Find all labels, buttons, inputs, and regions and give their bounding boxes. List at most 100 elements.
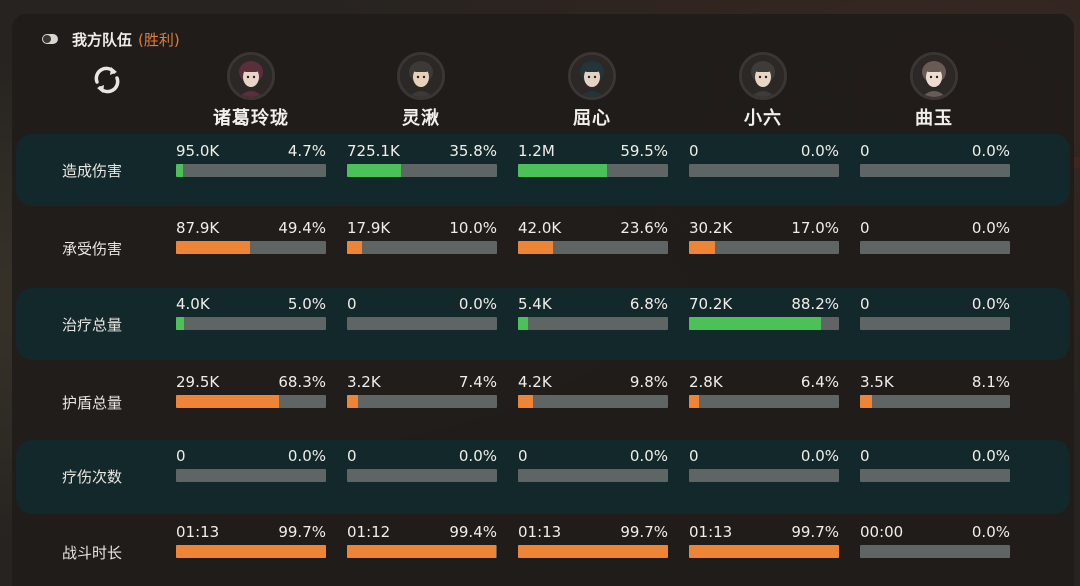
- stat-cell: 0 0.0%: [860, 295, 1010, 339]
- stat-value: 0: [347, 295, 357, 313]
- hero-card[interactable]: 小六: [703, 52, 823, 129]
- hero-avatar[interactable]: [568, 52, 616, 100]
- stat-cell: 95.0K 4.7%: [176, 142, 326, 186]
- hero-card[interactable]: 曲玉: [874, 52, 994, 129]
- stat-bar: [176, 469, 326, 482]
- stat-value: 17.9K: [347, 219, 391, 237]
- hero-portrait-icon: [571, 55, 613, 97]
- hero-avatar[interactable]: [910, 52, 958, 100]
- stat-value: 4.0K: [176, 295, 210, 313]
- hero-name: 小六: [744, 108, 782, 129]
- stat-value: 0: [689, 447, 699, 465]
- stat-bar: [689, 241, 839, 254]
- stat-value: 87.9K: [176, 219, 220, 237]
- refresh-icon: [94, 66, 120, 94]
- stat-value: 5.4K: [518, 295, 552, 313]
- stat-bar: [518, 241, 668, 254]
- stat-bar-fill: [347, 164, 401, 177]
- stat-bar: [347, 395, 497, 408]
- stat-cell: 01:12 99.4%: [347, 523, 497, 567]
- stat-value: 0: [176, 447, 186, 465]
- stat-bar-fill: [518, 164, 608, 177]
- stat-bar-fill: [176, 545, 326, 558]
- stat-percent: 7.4%: [458, 373, 497, 391]
- stat-percent: 17.0%: [791, 219, 839, 237]
- stat-bar: [347, 317, 497, 330]
- hero-card[interactable]: 诸葛玲珑: [191, 52, 311, 129]
- stat-cell: 0 0.0%: [347, 447, 497, 491]
- stat-value: 01:13: [176, 523, 220, 541]
- stat-value: 0: [860, 447, 870, 465]
- stat-percent: 99.7%: [620, 523, 668, 541]
- stat-percent: 0.0%: [458, 447, 497, 465]
- stat-percent: 8.1%: [971, 373, 1010, 391]
- stat-label: 治疗总量: [62, 316, 123, 334]
- hero-name: 诸葛玲珑: [213, 108, 289, 129]
- stat-percent: 0.0%: [971, 295, 1010, 313]
- stat-bar: [689, 164, 839, 177]
- stat-bar: [860, 545, 1010, 558]
- stat-value: 30.2K: [689, 219, 733, 237]
- stat-bar: [347, 241, 497, 254]
- stat-value: 1.2M: [518, 142, 555, 160]
- stat-bar: [347, 164, 497, 177]
- stat-value: 42.0K: [518, 219, 562, 237]
- stat-value: 2.8K: [689, 373, 723, 391]
- stat-cell: 17.9K 10.0%: [347, 219, 497, 263]
- stat-cell: 4.2K 9.8%: [518, 373, 668, 417]
- stat-percent: 68.3%: [278, 373, 326, 391]
- stat-bar-fill: [176, 241, 251, 254]
- stat-bar: [518, 164, 668, 177]
- stat-percent: 0.0%: [800, 447, 839, 465]
- stat-cell: 01:13 99.7%: [689, 523, 839, 567]
- stat-cell: 0 0.0%: [518, 447, 668, 491]
- stat-row: 治疗总量 4.0K 5.0% 0 0.0% 5.4K 6.8% 70.2K 88.2% 0 0.0%: [16, 288, 1070, 360]
- stat-cell: 70.2K 88.2%: [689, 295, 839, 339]
- stat-bar: [347, 469, 497, 482]
- stat-value: 01:13: [518, 523, 562, 541]
- stat-value: 01:12: [347, 523, 391, 541]
- stat-cell: 0 0.0%: [347, 295, 497, 339]
- hero-avatar[interactable]: [397, 52, 445, 100]
- stat-label: 承受伤害: [62, 240, 123, 258]
- refresh-button[interactable]: [88, 62, 126, 98]
- stat-percent: 0.0%: [971, 219, 1010, 237]
- stat-value: 0: [860, 142, 870, 160]
- hero-card[interactable]: 灵湫: [361, 52, 481, 129]
- stat-cell: 01:13 99.7%: [176, 523, 326, 567]
- stat-bar: [860, 164, 1010, 177]
- stat-cell: 42.0K 23.6%: [518, 219, 668, 263]
- hero-avatar[interactable]: [739, 52, 787, 100]
- stat-bar: [176, 395, 326, 408]
- stat-row: 疗伤次数 0 0.0% 0 0.0% 0 0.0% 0 0.0% 0 0.0%: [16, 440, 1070, 514]
- stat-bar-fill: [347, 545, 497, 558]
- stat-cell: 30.2K 17.0%: [689, 219, 839, 263]
- stat-label: 疗伤次数: [62, 468, 123, 486]
- hero-card[interactable]: 屈心: [532, 52, 652, 129]
- stat-cell: 0 0.0%: [860, 219, 1010, 263]
- hero-portrait-icon: [230, 55, 272, 97]
- stat-percent: 99.4%: [449, 523, 497, 541]
- toggle-icon[interactable]: [42, 34, 58, 44]
- stat-cell: 4.0K 5.0%: [176, 295, 326, 339]
- stat-percent: 0.0%: [458, 295, 497, 313]
- stat-percent: 0.0%: [800, 142, 839, 160]
- stat-percent: 59.5%: [620, 142, 668, 160]
- stat-cell: 725.1K 35.8%: [347, 142, 497, 186]
- stat-cell: 29.5K 68.3%: [176, 373, 326, 417]
- stat-cell: 0 0.0%: [860, 447, 1010, 491]
- stat-bar-fill: [689, 241, 715, 254]
- stat-percent: 99.7%: [791, 523, 839, 541]
- stat-bar-fill: [176, 317, 184, 330]
- stat-row: 战斗时长 01:13 99.7% 01:12 99.4% 01:13 99.7% 01:13 9…: [16, 516, 1070, 586]
- stat-value: 0: [518, 447, 528, 465]
- stat-cell: 0 0.0%: [689, 447, 839, 491]
- stat-value: 01:13: [689, 523, 733, 541]
- stat-bar-fill: [518, 545, 668, 558]
- stat-cell: 87.9K 49.4%: [176, 219, 326, 263]
- stat-bar: [689, 395, 839, 408]
- hero-avatar[interactable]: [227, 52, 275, 100]
- hero-name: 曲玉: [915, 108, 953, 129]
- stat-percent: 10.0%: [449, 219, 497, 237]
- stat-row: 承受伤害 87.9K 49.4% 17.9K 10.0% 42.0K 23.6% 30.2K 1…: [16, 212, 1070, 286]
